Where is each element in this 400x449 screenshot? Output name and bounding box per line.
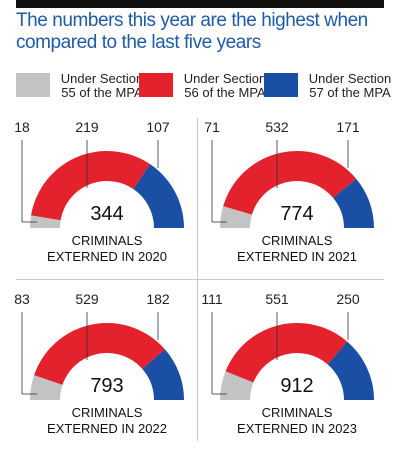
top-rule — [16, 0, 384, 8]
gauge-4: 111 551 250 912 — [201, 291, 374, 400]
value-label-section-55: 71 — [204, 119, 220, 135]
value-label-section-55: 111 — [201, 291, 222, 307]
gauge-caption-line-2: EXTERNED IN 2022 — [47, 421, 167, 436]
title-line-2: compared to the last five years — [16, 32, 261, 53]
value-label-section-56: 532 — [265, 119, 289, 135]
legend-swatch-section-56 — [139, 73, 173, 97]
value-label-section-56: 219 — [75, 119, 99, 135]
grid-divider-horizontal — [16, 279, 384, 280]
value-label-section-56: 551 — [265, 291, 289, 307]
gauge-segment-section-56 — [223, 150, 357, 215]
gauge-2: 71 532 171 774 — [204, 119, 374, 228]
gauge-total: 793 — [90, 375, 123, 397]
value-label-section-57: 182 — [146, 291, 170, 307]
gauge-segment-section-55 — [30, 375, 63, 400]
chart-title: The numbers this year are the highest wh… — [16, 10, 388, 54]
gauge-segment-section-56 — [225, 323, 348, 383]
gauge-segment-section-55 — [220, 371, 254, 400]
gauge-3: 83 529 182 793 — [14, 291, 184, 400]
value-label-section-55: 18 — [14, 119, 30, 135]
gauge-total: 344 — [90, 203, 123, 225]
gauge-caption: CRIMINALS EXTERNED IN 2022 — [17, 405, 197, 437]
value-label-section-57: 250 — [336, 291, 360, 307]
legend-swatch-section-55 — [16, 73, 50, 97]
gauge-segment-section-55 — [30, 215, 61, 228]
gauge-caption-line-1: CRIMINALS — [71, 233, 143, 248]
gauge-caption-line-1: CRIMINALS — [71, 405, 143, 420]
legend-swatch-section-57 — [264, 73, 298, 97]
gauge-segment-section-56 — [34, 323, 165, 385]
legend-label-section-57: Under Section 57 of the MPA — [308, 71, 392, 100]
value-label-section-56: 529 — [75, 291, 99, 307]
value-label-section-57: 171 — [336, 119, 360, 135]
gauge-caption-line-2: EXTERNED IN 2020 — [47, 249, 167, 264]
title-line-1: The numbers this year are the highest wh… — [16, 10, 368, 31]
value-label-section-57: 107 — [146, 119, 170, 135]
gauge-caption-line-2: EXTERNED IN 2023 — [237, 421, 357, 436]
gauge-total: 774 — [280, 203, 313, 225]
legend-label-section-55: Under Section 55 of the MPA — [60, 71, 144, 100]
gauge-segment-section-57 — [327, 341, 374, 400]
gauge-caption-line-1: CRIMINALS — [261, 405, 333, 420]
value-label-section-55: 83 — [14, 291, 30, 307]
gauge-caption: CRIMINALS EXTERNED IN 2023 — [207, 405, 387, 437]
gauge-segment-section-57 — [133, 164, 184, 228]
gauge-caption: CRIMINALS EXTERNED IN 2021 — [207, 233, 387, 265]
gauge-caption: CRIMINALS EXTERNED IN 2020 — [17, 233, 197, 265]
gauge-segment-section-57 — [142, 349, 184, 400]
gauge-total: 912 — [280, 375, 313, 397]
gauge-1: 18 219 107 344 — [14, 119, 184, 228]
gauge-segment-section-56 — [31, 151, 151, 221]
gauge-segment-section-57 — [333, 178, 374, 228]
gauge-segment-section-55 — [220, 206, 252, 228]
gauge-caption-line-2: EXTERNED IN 2021 — [237, 249, 357, 264]
legend-label-section-56: Under Section 56 of the MPA — [183, 71, 267, 100]
gauge-caption-line-1: CRIMINALS — [261, 233, 333, 248]
